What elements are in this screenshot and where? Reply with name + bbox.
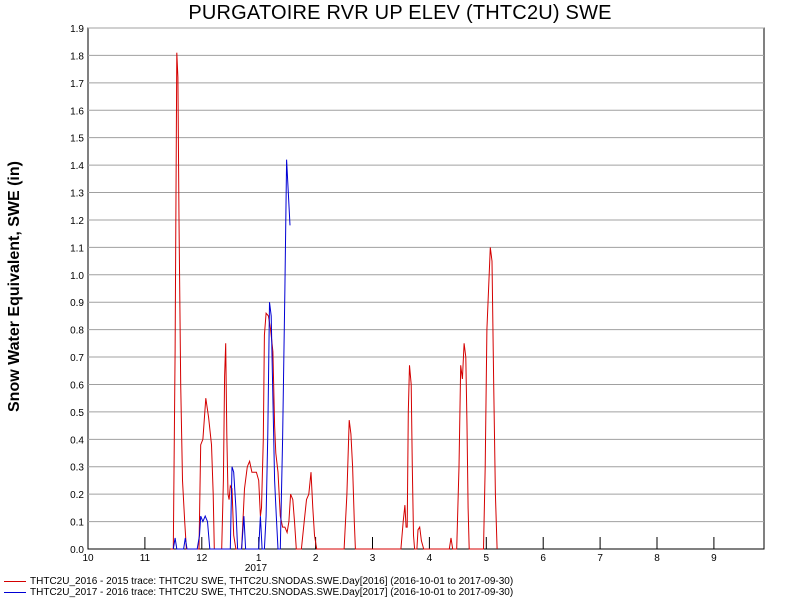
x-tick-label: 7: [597, 553, 603, 564]
y-tick-label: 0.7: [70, 353, 84, 364]
grid-layer: [88, 27, 764, 523]
y-tick-label: 0.6: [70, 380, 84, 391]
legend-label-2: THTC2U_2017 - 2016 trace: THTC2U SWE, TH…: [30, 587, 514, 598]
x-tick-label: 2: [313, 553, 319, 564]
x-tick-label: 9: [711, 553, 717, 564]
x-tick-label: 1: [256, 553, 262, 564]
legend-entry-2: THTC2U_2017 - 2016 trace: THTC2U SWE, TH…: [4, 587, 513, 598]
y-tick-label: 0.8: [70, 326, 84, 337]
x-year-label: 2017: [245, 563, 268, 574]
legend-entry-1: THTC2U_2016 - 2015 trace: THTC2U SWE, TH…: [4, 576, 513, 587]
plot-area: [87, 27, 765, 550]
series-line-2: [172, 159, 291, 550]
y-tick-label: 0.9: [70, 298, 84, 309]
y-tick-label: 1.2: [70, 216, 84, 227]
x-tick-label: 3: [370, 553, 376, 564]
y-tick-label: 0.0: [70, 545, 84, 556]
y-tick-label: 0.4: [70, 435, 84, 446]
y-tick-label: 0.5: [70, 408, 84, 419]
y-tick-label: 1.1: [70, 243, 84, 254]
x-tick-label: 5: [484, 553, 490, 564]
y-tick-label: 1.7: [70, 79, 84, 90]
y-tick-label: 0.3: [70, 463, 84, 474]
chart-title: PURGATOIRE RVR UP ELEV (THTC2U) SWE: [188, 2, 612, 24]
x-tick-label: 11: [140, 553, 151, 564]
x-tick-label: 8: [654, 553, 660, 564]
series-layer: [170, 52, 498, 550]
y-tick-label: 1.5: [70, 134, 84, 145]
y-tick-label: 1.0: [70, 271, 84, 282]
legend-label-1: THTC2U_2016 - 2015 trace: THTC2U SWE, TH…: [30, 576, 514, 587]
y-tick-label: 1.3: [70, 189, 84, 200]
legend-swatch-blue: [4, 591, 26, 593]
y-tick-label: 1.6: [70, 106, 84, 117]
y-tick-label: 1.8: [70, 51, 84, 62]
legend-swatch-red: [4, 580, 26, 582]
x-tick-layer: 10 11 12 1 2 3 4 5 6 7 8 9: [82, 537, 717, 564]
x-tick-label: 4: [427, 553, 433, 564]
x-tick-label: 6: [540, 553, 546, 564]
y-tick-label: 1.9: [70, 24, 84, 35]
y-tick-label: 0.2: [70, 490, 84, 501]
y-tick-layer: 0.0 0.1 0.2 0.3 0.4 0.5 0.6 0.7 0.8 0.9 1.0 1.1 1.2 1…: [70, 24, 84, 556]
y-tick-label: 1.4: [70, 161, 84, 172]
x-tick-label: 12: [196, 553, 208, 564]
y-tick-label: 0.1: [70, 518, 84, 529]
x-tick-label: 10: [82, 553, 94, 564]
